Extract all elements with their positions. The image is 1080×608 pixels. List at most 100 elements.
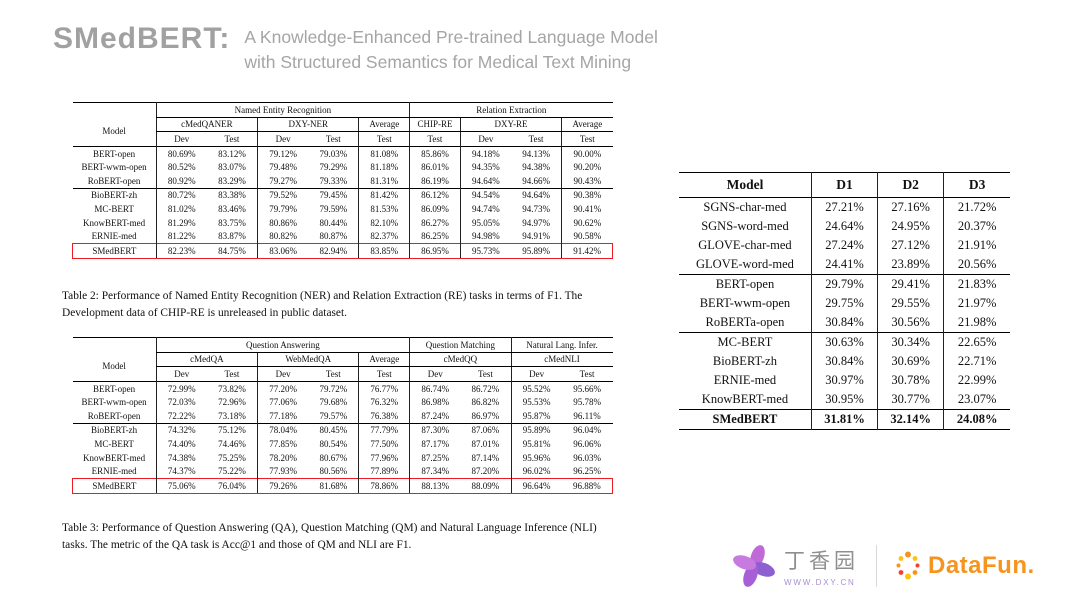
dxy-flower-icon	[733, 545, 775, 587]
value-cell: 30.34%	[877, 332, 944, 352]
value-cell: 79.03%	[319, 148, 348, 159]
value-cell: 88.09%	[460, 477, 512, 494]
value-cell: 82.37%	[358, 229, 410, 244]
value-cell: 96.06%	[573, 438, 601, 449]
value-cell: 95.66%	[573, 383, 601, 394]
split-header: Test	[224, 133, 240, 144]
table2-group-0: BERT-open 80.69% 83.12% 79.12% 79.03% 81.08% 8…	[72, 146, 613, 189]
model-column-header: Model	[102, 361, 126, 372]
value-cell: 95.78%	[573, 397, 601, 408]
value-cell: 79.29%	[319, 162, 348, 173]
dataset-header-dxy-ner: DXY-NER	[257, 117, 359, 133]
table2-header: Named Entity Recognition Relation Extrac…	[72, 102, 613, 147]
value-cell: 32.14%	[877, 409, 944, 430]
table-qa-qm-nli: Question Answering Question Matching Nat…	[72, 337, 613, 494]
table-row-BERT-open: BERT-open 80.69% 83.12% 79.12% 79.03% 81.08% 8…	[73, 146, 613, 161]
value-cell: 94.64%	[459, 173, 512, 189]
model-cell: BioBERT-zh	[712, 354, 777, 368]
dataset-header-cmedqaner: cMedQANER	[155, 117, 258, 133]
model-cell: RoBERT-open	[87, 175, 141, 186]
value-cell: 80.52%	[155, 160, 207, 174]
dataset-header-average-qa: Average	[358, 352, 410, 368]
value-cell: 87.34%	[409, 464, 461, 479]
value-cell: 21.91%	[943, 236, 1010, 255]
value-cell: 96.02%	[510, 464, 562, 479]
table-row-BioBERT-zh: BioBERT-zh 74.32% 75.12% 78.04% 80.45% 77.79%…	[73, 423, 613, 438]
value-cell: 29.79%	[810, 274, 878, 294]
table-d1-d2-d3: Model D1 D2 D3 SGNS-char-med 27.21% 27.16%…	[679, 172, 1010, 430]
dataset-header-average-re: Average	[561, 117, 613, 133]
value-cell: 86.19%	[409, 173, 461, 189]
value-cell: 22.99%	[943, 371, 1010, 390]
value-cell: 94.74%	[459, 202, 512, 216]
value-cell: 95.81%	[510, 437, 562, 451]
value-cell: 86.98%	[409, 395, 461, 409]
value-cell: 91.42%	[561, 242, 613, 259]
model-cell: SGNS-char-med	[703, 200, 787, 214]
value-cell: 83.75%	[218, 217, 246, 228]
value-cell: 83.85%	[358, 242, 410, 259]
value-cell: 86.82%	[471, 397, 500, 408]
split-header: Dev	[257, 131, 309, 147]
value-cell: 29.41%	[877, 274, 944, 294]
value-cell: 76.38%	[358, 408, 410, 424]
value-cell: 82.23%	[155, 242, 207, 259]
value-cell: 79.27%	[257, 173, 309, 189]
model-column-header: Model	[726, 177, 764, 192]
model-cell: MC-BERT	[94, 438, 134, 449]
table-row-MC-BERT: MC-BERT 30.63% 30.34% 22.65%	[679, 332, 1010, 352]
split-header: Test	[409, 131, 461, 147]
model-cell: BERT-wwm-open	[81, 162, 147, 173]
table-row-MC-BERT: MC-BERT 74.40% 74.46% 77.85% 80.54% 77.50% 87.…	[73, 437, 613, 451]
value-cell: 31.81%	[810, 409, 878, 430]
model-cell: KnowBERT-med	[83, 452, 146, 463]
split-header: Dev	[155, 131, 207, 147]
blank-corner-cell	[73, 338, 157, 353]
value-cell: 83.07%	[218, 162, 246, 173]
value-cell: 95.05%	[459, 215, 512, 230]
value-cell: 80.67%	[319, 452, 348, 463]
value-cell: 95.52%	[510, 381, 562, 396]
value-cell: 81.18%	[358, 160, 410, 174]
value-cell: 21.98%	[943, 313, 1010, 333]
value-cell: 22.65%	[943, 332, 1010, 352]
value-cell: 83.87%	[218, 231, 246, 242]
value-cell: 80.69%	[155, 146, 207, 161]
table3-container: Question Answering Question Matching Nat…	[72, 337, 613, 494]
model-cell: SMedBERT	[72, 242, 157, 259]
table2-caption: Table 2: Performance of Named Entity Rec…	[62, 290, 583, 319]
value-cell: 80.44%	[319, 217, 348, 228]
value-cell: 90.58%	[561, 229, 613, 244]
model-cell: MC-BERT	[94, 203, 134, 214]
value-cell: 77.20%	[257, 381, 309, 396]
tableD-group-0: SGNS-char-med 27.21% 27.16% 21.72% SGNS-word…	[679, 197, 1010, 275]
value-cell: 96.03%	[573, 452, 601, 463]
value-cell: 90.43%	[561, 173, 613, 189]
value-cell: 81.08%	[358, 146, 410, 161]
value-cell: 30.56%	[877, 313, 944, 333]
table-row-BERT-wwm-open: BERT-wwm-open 80.52% 83.07% 79.48% 79.29% 81.…	[73, 160, 613, 174]
table-row-BERT-wwm-open: BERT-wwm-open 29.75% 29.55% 21.97%	[679, 294, 1010, 313]
value-cell: 30.97%	[810, 371, 878, 390]
subtitle-line-1: A Knowledge-Enhanced Pre-trained Languag…	[244, 27, 658, 47]
value-cell: 90.62%	[561, 215, 613, 230]
value-cell: 83.38%	[218, 190, 246, 201]
split-header: Dev	[510, 366, 562, 382]
value-cell: 80.92%	[155, 173, 207, 189]
value-cell: 94.73%	[522, 203, 550, 214]
value-cell: 80.54%	[319, 438, 348, 449]
table-row-RoBERTa-open: RoBERTa-open 30.84% 30.56% 21.98%	[679, 313, 1010, 333]
split-header: Dev	[155, 366, 207, 382]
d1-column-header: D1	[810, 172, 878, 198]
value-cell: 83.46%	[218, 203, 246, 214]
group-header-qa: Question Answering	[155, 337, 410, 353]
value-cell: 94.64%	[522, 190, 550, 201]
value-cell: 24.95%	[877, 217, 944, 236]
split-header: Test	[325, 368, 341, 379]
value-cell: 87.17%	[409, 437, 461, 451]
tableD-group-3: SMedBERT 31.81% 32.14% 24.08%	[679, 409, 1010, 430]
value-cell: 83.06%	[257, 242, 309, 259]
dataset-header-row: Model cMedQA WebMedQA Average cMedQQ cMe…	[73, 352, 613, 371]
value-cell: 72.22%	[155, 408, 207, 424]
